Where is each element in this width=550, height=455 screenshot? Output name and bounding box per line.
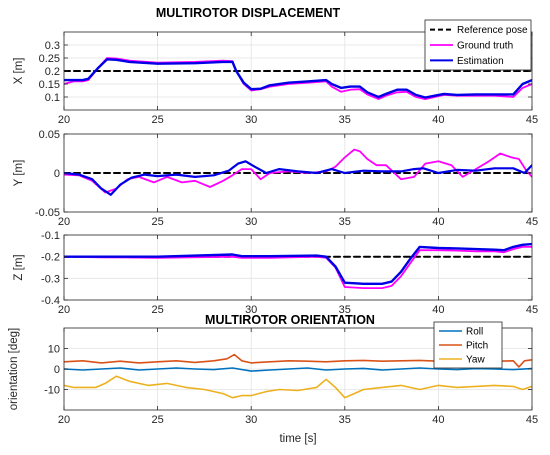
x-tick-label: 40 xyxy=(432,216,444,228)
y-axis-label: Z [m] xyxy=(13,254,25,280)
series-line-ground-truth xyxy=(64,245,532,290)
x-tick-label: 30 xyxy=(245,216,257,228)
x-tick-label: 25 xyxy=(151,414,163,426)
y-axis-label: Y [m] xyxy=(13,160,25,187)
x-tick-label: 45 xyxy=(526,216,538,228)
series-line-yaw xyxy=(64,375,532,399)
y-tick-label: 0.05 xyxy=(39,129,60,141)
axes-frame xyxy=(63,234,533,301)
y-tick-label: 0.3 xyxy=(45,40,60,52)
series-line-estimation xyxy=(64,58,532,99)
x-axis-label: time [s] xyxy=(279,433,316,445)
x-tick-label: 45 xyxy=(526,414,538,426)
x-tick-label: 20 xyxy=(58,414,70,426)
x-tick-label: 30 xyxy=(245,114,257,126)
legend-label: Estimation xyxy=(457,56,504,67)
legend-label: Roll xyxy=(466,327,483,338)
chart-panel-2: 20 25 30 35 40 45 -0.05 0 0.05 Y [m] xyxy=(13,129,538,228)
y-tick-label: -0.05 xyxy=(35,207,60,219)
x-tick-label: 25 xyxy=(151,114,163,126)
x-tick-label: 45 xyxy=(526,304,538,316)
x-tick-label: 35 xyxy=(339,114,351,126)
y-axis-label: X [m] xyxy=(13,58,25,85)
y-axis-label: orientation [deg] xyxy=(8,328,20,410)
chart-title: MULTIROTOR ORIENTATION xyxy=(205,313,375,327)
y-tick-label: -0.1 xyxy=(41,230,60,242)
x-tick-label: 35 xyxy=(339,216,351,228)
y-tick-label: 0.2 xyxy=(45,66,60,78)
y-tick-label: 0.1 xyxy=(45,92,60,104)
x-tick-label: 35 xyxy=(339,414,351,426)
legend-label: Reference pose xyxy=(457,25,528,36)
x-tick-label: 30 xyxy=(245,414,257,426)
y-tick-label: 0 xyxy=(54,364,60,376)
chart-panel-1: 20 25 30 35 40 45 0.10.150.20.250.3 X [m] MULTIR… xyxy=(13,6,538,126)
series-line-estimation xyxy=(64,242,532,285)
chart-panel-3: 20 25 30 35 40 45 -0.4 -0.3 -0.2 -0.1 Z [m] xyxy=(13,230,538,316)
legend-label: Ground truth xyxy=(457,41,513,52)
y-tick-label: 0.15 xyxy=(39,79,60,91)
x-tick-label: 25 xyxy=(151,216,163,228)
y-tick-label: -10 xyxy=(44,385,60,397)
legend: Reference pose Ground truth Estimation xyxy=(424,19,532,71)
plot-area xyxy=(64,235,532,300)
x-tick-label: 20 xyxy=(58,216,70,228)
x-tick-label: 45 xyxy=(526,114,538,126)
y-tick-label: 0.25 xyxy=(39,53,60,65)
x-tick-label: 30 xyxy=(245,304,257,316)
x-tick-label: 20 xyxy=(58,114,70,126)
y-tick-label: -0.2 xyxy=(41,252,60,264)
y-tick-label: 0 xyxy=(54,168,60,180)
x-tick-label: 40 xyxy=(432,304,444,316)
y-tick-label: -0.3 xyxy=(41,273,60,285)
x-tick-label: 35 xyxy=(339,304,351,316)
series-group xyxy=(64,57,532,100)
y-tick-label: -0.4 xyxy=(41,295,60,307)
x-tick-label: 40 xyxy=(432,114,444,126)
x-tick-label: 25 xyxy=(151,304,163,316)
chart-title: MULTIROTOR DISPLACEMENT xyxy=(156,6,341,20)
series-line-roll xyxy=(64,367,532,372)
legend: Roll Pitch Yaw xyxy=(433,321,503,369)
series-group xyxy=(64,242,532,290)
x-tick-label: 40 xyxy=(432,414,444,426)
chart-panel-4: 20 25 30 35 40 45 -10 0 10 orientation [deg] MULTI… xyxy=(8,313,538,445)
series-line-estimation xyxy=(64,160,532,196)
series-group xyxy=(64,148,532,196)
legend-label: Yaw xyxy=(466,355,485,366)
y-tick-label: 10 xyxy=(48,344,60,356)
x-tick-label: 20 xyxy=(58,304,70,316)
legend-label: Pitch xyxy=(466,341,488,352)
